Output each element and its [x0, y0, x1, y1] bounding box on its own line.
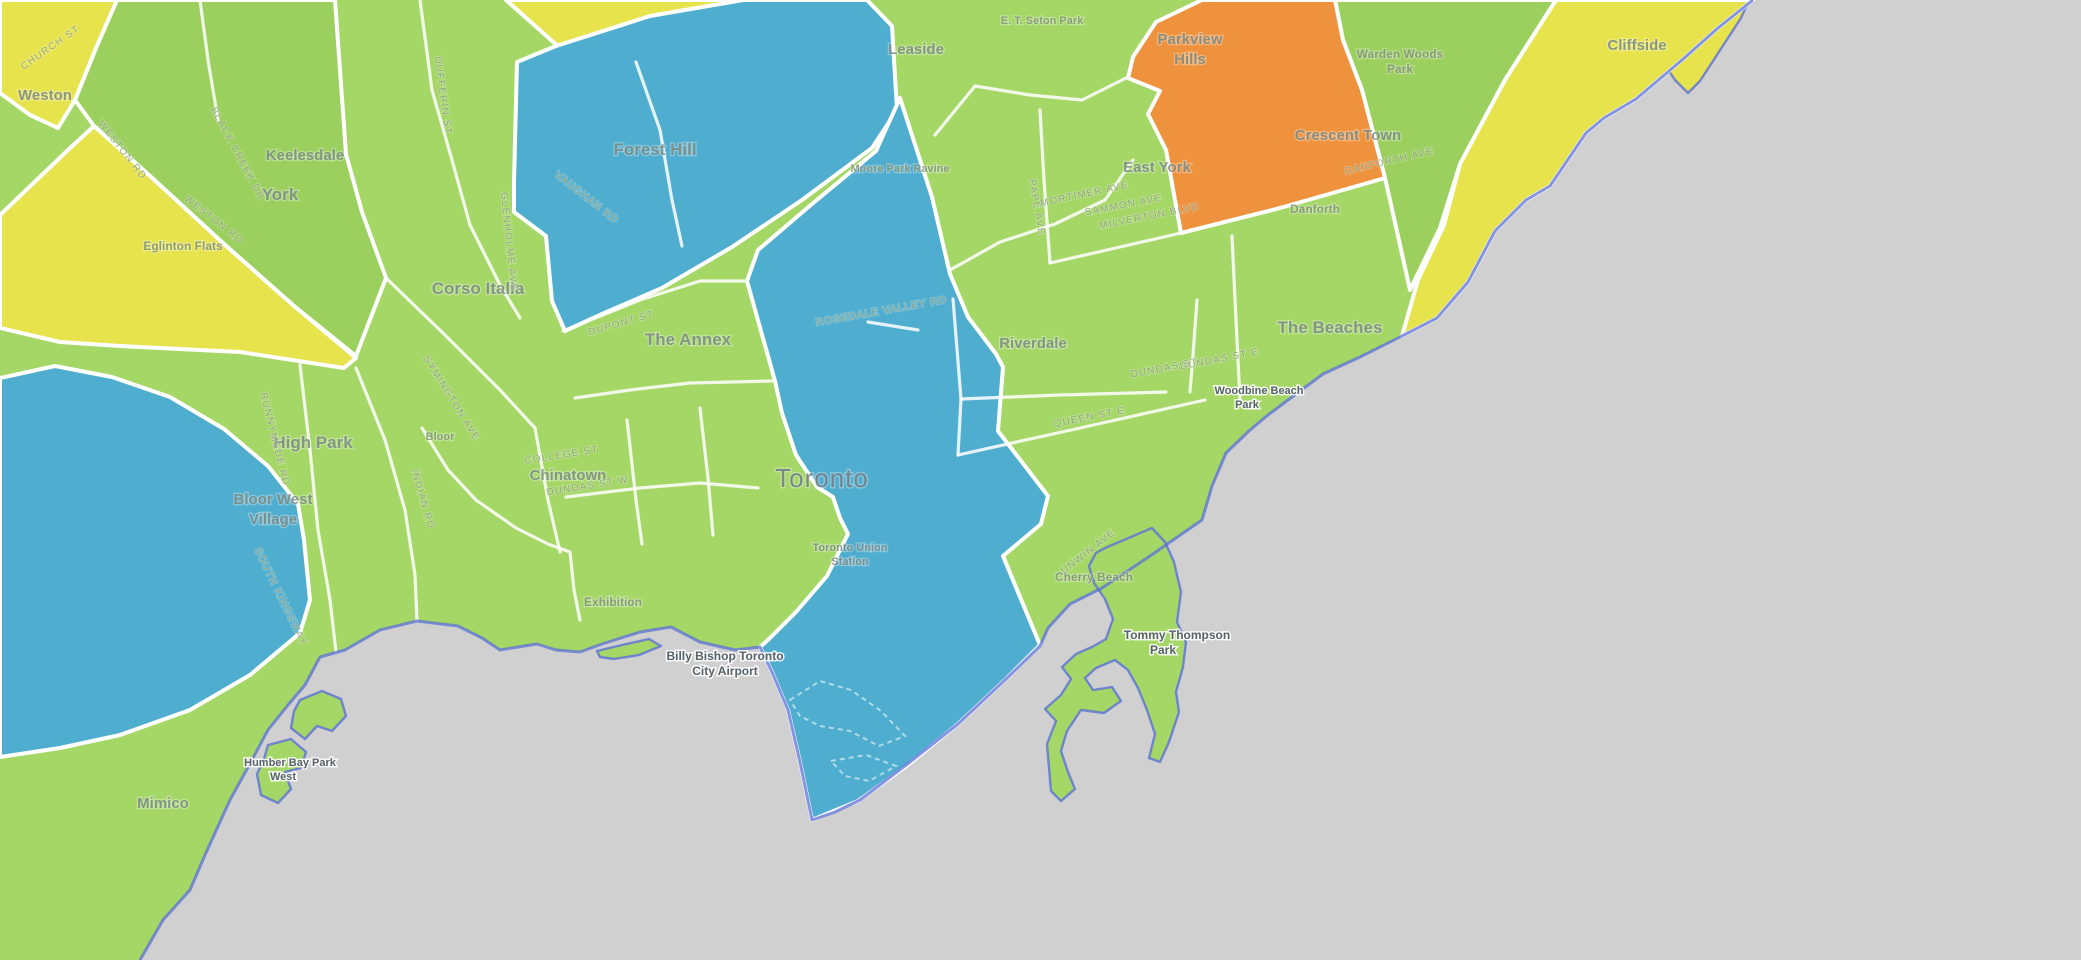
shoreline: [138, 0, 1754, 960]
lake-ontario-water: [140, 0, 2081, 960]
label-city-0: Toronto: [775, 463, 869, 493]
label-parks-4: Park: [1387, 62, 1413, 76]
label-places-13: Parkview: [1157, 31, 1222, 48]
boundary-annex-south: [573, 379, 774, 400]
boundary-don-valley: [948, 158, 1135, 272]
label-landmarks-2: Humber Bay Park: [244, 757, 337, 769]
island-ontario-place: [595, 637, 663, 661]
label-places-7: Bloor West: [234, 491, 313, 508]
boundary-don-ravine: [933, 75, 1130, 137]
boundary-roncesvalles: [420, 426, 582, 622]
label-landmarks-6: Woodbine Beach: [1214, 385, 1303, 397]
region-lambton-riverside[interactable]: [0, 364, 312, 759]
label-landmarks-4: Tommy Thompson: [1124, 628, 1230, 642]
label-parks-5: E. T. Seton Park: [1001, 15, 1084, 27]
boundary-trinity: [625, 418, 644, 546]
label-places-12: East York: [1123, 159, 1191, 176]
boundary-junction-rail: [384, 276, 537, 430]
label-landmarks-1: City Airport: [692, 664, 758, 678]
label-places-4: Forest Hill: [613, 140, 696, 159]
boundary-gerrard: [959, 390, 1168, 401]
label-parks-6: Moore Park Ravine: [850, 163, 949, 175]
region-weston[interactable]: [0, 0, 119, 130]
label-places-2: York: [262, 185, 299, 204]
label-parks-2: Danforth: [1290, 202, 1340, 216]
label-parks-0: Eglinton Flats: [143, 239, 223, 253]
boundary-king-west: [564, 481, 760, 499]
island-humber-bay-park-east: [289, 689, 348, 741]
label-landmarks-0: Billy Bishop Toronto: [666, 649, 783, 663]
label-places-8: Village: [249, 511, 297, 528]
boundary-danforth-west: [1048, 231, 1183, 265]
label-places-0: Weston: [18, 87, 72, 104]
label-places-3: Corso Italia: [432, 279, 525, 298]
label-places-11: Leaside: [888, 41, 944, 58]
label-places-15: Crescent Town: [1295, 127, 1401, 144]
boundary-high-park-west: [354, 366, 419, 623]
label-places-5: The Annex: [645, 330, 732, 349]
boundary-parkdale: [533, 426, 562, 554]
label-landmarks-5: Park: [1150, 643, 1176, 657]
label-places-16: Riverdale: [999, 335, 1067, 352]
label-landmarks-7: Park: [1235, 399, 1260, 411]
island-humber-bay-park-west: [255, 737, 308, 805]
label-parks-3: Warden Woods: [1357, 47, 1444, 61]
boundary-runnymede: [298, 363, 338, 654]
label-places-10: Chinatown: [530, 467, 607, 484]
boundary-coxwell: [1188, 298, 1199, 394]
boundary-leaside-east-york: [1038, 108, 1052, 265]
label-places-14: Hills: [1174, 51, 1206, 68]
region-parkview-hills[interactable]: [1126, 0, 1387, 235]
boundary-queen-east: [956, 398, 1207, 457]
boundary-dufferin: [418, 0, 522, 320]
label-places-17: The Beaches: [1278, 318, 1383, 337]
label-parks-8: Bloor: [426, 431, 455, 443]
label-landmarks-3: West: [270, 771, 296, 783]
label-places-9: Mimico: [137, 795, 189, 812]
boundary-maple-leaf: [198, 0, 220, 122]
region-mount-dennis-eglinton-flats[interactable]: [0, 124, 358, 370]
boundary-rosedale-south: [866, 320, 920, 332]
label-places-6: High Park: [273, 433, 353, 452]
island-tommy-thompson-spit: [1043, 526, 1188, 803]
label-places-18: Cliffside: [1607, 37, 1666, 54]
label-places-1: Keelesdale: [266, 147, 344, 164]
boundary-cedarvale-foresthill: [634, 60, 684, 248]
label-places-20: Station: [831, 556, 869, 568]
label-places-19: Toronto Union: [813, 542, 888, 554]
boundary-bathurst: [698, 406, 715, 537]
boundary-dupont: [561, 279, 749, 333]
boundary-beaches-west: [1230, 234, 1242, 402]
label-parks-7: Cherry Beach: [1055, 570, 1133, 584]
outline-wards-island: [829, 753, 899, 783]
label-parks-1: Exhibition: [584, 595, 642, 609]
